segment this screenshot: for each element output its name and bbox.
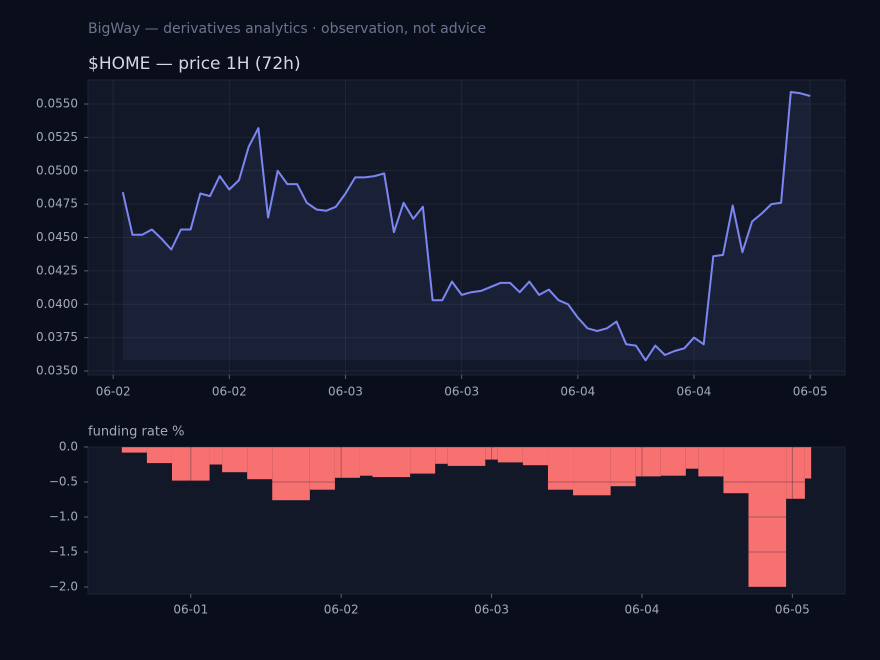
funding-bar <box>359 447 373 476</box>
funding-bar <box>685 447 699 469</box>
funding-bar <box>146 447 172 464</box>
x-tick-label: 06-04 <box>560 385 595 399</box>
funding-bar <box>372 447 411 478</box>
funding-bar <box>497 447 523 463</box>
funding-bar <box>635 447 661 477</box>
y-tick-label: −2.0 <box>49 580 78 594</box>
funding-bar <box>573 447 611 496</box>
funding-bar <box>334 447 360 478</box>
x-tick-label: 06-02 <box>212 385 247 399</box>
x-tick-label: 06-02 <box>96 385 131 399</box>
x-tick-label: 06-03 <box>328 385 363 399</box>
funding-bar <box>222 447 248 473</box>
y-tick-label: 0.0450 <box>36 230 78 244</box>
x-tick-label: 06-01 <box>173 603 208 617</box>
funding-bar <box>723 447 749 494</box>
x-tick-label: 06-02 <box>324 603 359 617</box>
funding-bar <box>410 447 436 474</box>
y-tick-label: −1.0 <box>49 510 78 524</box>
funding-bar <box>272 447 310 501</box>
y-tick-label: 0.0475 <box>36 197 78 211</box>
chart-title: funding rate % <box>88 425 184 440</box>
y-tick-label: 0.0525 <box>36 130 78 144</box>
x-tick-label: 06-05 <box>775 603 810 617</box>
funding-bar <box>309 447 335 490</box>
header: BigWay — derivatives analytics · observa… <box>88 21 486 37</box>
x-tick-label: 06-04 <box>677 385 712 399</box>
funding-bar <box>447 447 486 466</box>
y-tick-label: 0.0550 <box>36 97 78 111</box>
y-tick-label: 0.0 <box>59 440 78 454</box>
funding-bar <box>209 447 223 465</box>
funding-bar <box>748 447 787 587</box>
funding-bar <box>804 447 812 479</box>
funding-bar <box>485 447 498 460</box>
x-tick-label: 06-03 <box>474 603 509 617</box>
funding-bar <box>171 447 210 481</box>
plot-area <box>87 79 846 376</box>
y-tick-label: 0.0500 <box>36 163 78 177</box>
x-tick-label: 06-03 <box>444 385 479 399</box>
funding-bar <box>247 447 273 480</box>
price-line <box>121 91 811 362</box>
y-tick-label: 0.0350 <box>36 363 78 377</box>
funding-bar <box>522 447 548 466</box>
y-tick-label: −0.5 <box>49 475 78 489</box>
y-tick-label: 0.0400 <box>36 297 78 311</box>
funding-bar <box>435 447 448 464</box>
x-tick-label: 06-05 <box>793 385 828 399</box>
funding-bar <box>547 447 574 490</box>
price-area <box>122 92 811 361</box>
funding-bar <box>660 447 686 476</box>
y-tick-label: 0.0375 <box>36 330 78 344</box>
y-tick-label: 0.0425 <box>36 263 78 277</box>
funding-bar <box>610 447 636 487</box>
funding-bar <box>121 447 147 453</box>
funding-bar <box>698 447 724 477</box>
x-tick-label: 06-04 <box>625 603 660 617</box>
y-tick-label: −1.5 <box>49 545 78 559</box>
chart-title: $HOME — price 1H (72h) <box>88 54 301 74</box>
funding-bar <box>786 447 805 499</box>
